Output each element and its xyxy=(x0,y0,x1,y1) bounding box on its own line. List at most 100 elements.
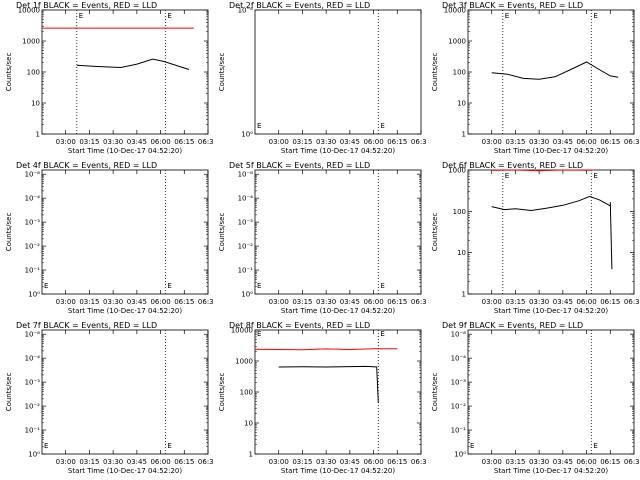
y-tick-label: 10⁻² xyxy=(25,243,41,251)
plot-frame xyxy=(41,169,209,295)
x-tick-label: 03:45 xyxy=(340,138,360,146)
series-events-line xyxy=(491,195,613,270)
x-tick-label: 03:45 xyxy=(553,298,573,306)
time-marker-label: E xyxy=(167,12,171,20)
x-tick-label: 06:30 xyxy=(624,298,639,306)
y-axis-label: Counts/sec xyxy=(5,213,13,252)
time-marker-label: E xyxy=(593,442,597,450)
y-tick-label: 10⁻⁸ xyxy=(238,7,254,15)
y-tick-label: 10⁻³ xyxy=(25,219,41,227)
y-tick-label: 10⁻⁴ xyxy=(451,355,467,363)
panel-2: Det 2f BLACK = Events, RED = LLD 10⁰ 10⁻⁸ 0… xyxy=(218,1,426,155)
x-tick-label: 06:15 xyxy=(174,458,194,466)
x-tick-label: 06:00 xyxy=(576,298,596,306)
plot-frame xyxy=(254,9,422,135)
time-marker-label: E xyxy=(257,330,261,338)
x-tick-label: 06:15 xyxy=(387,138,407,146)
x-tick-label: 06:00 xyxy=(363,298,383,306)
y-tick-label: 10⁰ xyxy=(28,291,40,299)
x-tick-label: 03:30 xyxy=(529,138,549,146)
panel-1: Det 1f BLACK = Events, RED = LLD 1 10 100 10… xyxy=(5,1,213,155)
y-tick-label: 10⁻¹ xyxy=(238,267,254,275)
x-tick-label: 06:00 xyxy=(150,458,170,466)
y-axis-label: Counts/sec xyxy=(5,373,13,412)
x-tick-label: 03:45 xyxy=(127,298,147,306)
x-tick-label: 03:30 xyxy=(316,458,336,466)
x-axis-label: Start Time (10-Dec-17 04:52:20) xyxy=(281,307,395,315)
x-tick-label: 06:30 xyxy=(198,458,213,466)
y-tick-label: 10⁰ xyxy=(241,291,253,299)
x-tick-label: 03:15 xyxy=(79,138,99,146)
x-axis-label: Start Time (10-Dec-17 04:52:20) xyxy=(281,147,395,155)
panel-title: Det 2f BLACK = Events, RED = LLD xyxy=(229,1,370,10)
x-tick-label: 03:30 xyxy=(529,458,549,466)
x-tick-label: 06:30 xyxy=(411,458,426,466)
y-tick-label: 10⁻⁸ xyxy=(25,331,41,339)
x-tick-label: 06:30 xyxy=(411,138,426,146)
panel-7: Det 7f BLACK = Events, RED = LLD 10⁰ 10⁻¹ 1… xyxy=(5,321,213,475)
y-axis-label: Counts/sec xyxy=(5,53,13,92)
panel-3: Det 3f BLACK = Events, RED = LLD 1 10 100 10… xyxy=(431,1,639,155)
time-marker-label: E xyxy=(380,330,384,338)
x-tick-label: 06:15 xyxy=(600,458,620,466)
x-tick-label: 06:00 xyxy=(150,138,170,146)
x-tick-label: 03:15 xyxy=(505,298,525,306)
plot-frame xyxy=(467,9,635,135)
y-tick-label: 1 xyxy=(462,291,466,299)
y-tick-label: 10⁻² xyxy=(25,403,41,411)
x-tick-label: 03:15 xyxy=(292,138,312,146)
time-marker-label: E xyxy=(79,12,83,20)
time-marker-label: E xyxy=(257,282,261,290)
x-tick-label: 06:15 xyxy=(174,298,194,306)
x-tick-label: 03:30 xyxy=(316,298,336,306)
x-tick-label: 03:00 xyxy=(482,138,502,146)
x-tick-label: 03:30 xyxy=(529,298,549,306)
x-tick-label: 06:15 xyxy=(387,298,407,306)
y-tick-label: 10000 xyxy=(18,7,40,15)
x-tick-label: 03:15 xyxy=(505,138,525,146)
y-tick-label: 10⁰ xyxy=(454,451,466,459)
y-axis-label: Counts/sec xyxy=(431,213,439,252)
y-tick-label: 10 xyxy=(457,100,466,108)
x-tick-label: 03:15 xyxy=(292,298,312,306)
y-tick-label: 10 xyxy=(244,420,253,428)
x-axis-label: Start Time (10-Dec-17 04:52:20) xyxy=(68,307,182,315)
x-tick-label: 06:00 xyxy=(363,138,383,146)
x-tick-label: 03:30 xyxy=(103,458,123,466)
x-axis-label: Start Time (10-Dec-17 04:52:20) xyxy=(68,147,182,155)
y-tick-label: 10⁻¹ xyxy=(25,427,41,435)
y-tick-label: 100 xyxy=(453,208,466,216)
y-tick-label: 10⁻¹ xyxy=(25,267,41,275)
plot-frame xyxy=(467,169,635,295)
time-marker-label: E xyxy=(167,282,171,290)
y-tick-label: 10⁻¹ xyxy=(451,427,467,435)
x-tick-label: 06:15 xyxy=(600,138,620,146)
y-tick-label: 100 xyxy=(240,389,253,397)
series-events-line xyxy=(76,58,190,70)
panel-title: Det 6f BLACK = Events, RED = LLD xyxy=(442,161,583,170)
x-tick-label: 03:45 xyxy=(553,458,573,466)
panel-4: Det 4f BLACK = Events, RED = LLD 10⁰ 10⁻¹ 1… xyxy=(5,161,213,315)
x-tick-label: 03:00 xyxy=(56,458,76,466)
x-tick-label: 06:30 xyxy=(624,138,639,146)
y-tick-label: 1000 xyxy=(235,358,253,366)
y-tick-label: 10⁻⁸ xyxy=(451,331,467,339)
time-marker-label: E xyxy=(380,122,384,130)
x-tick-label: 03:00 xyxy=(482,458,502,466)
x-axis-label: Start Time (10-Dec-17 04:52:20) xyxy=(494,467,608,475)
time-marker-label: E xyxy=(44,282,48,290)
x-tick-label: 06:00 xyxy=(150,298,170,306)
x-axis-label: Start Time (10-Dec-17 04:52:20) xyxy=(68,467,182,475)
y-tick-label: 10⁻² xyxy=(451,403,467,411)
time-marker-label: E xyxy=(505,172,509,180)
x-tick-label: 03:30 xyxy=(103,138,123,146)
panel-8: Det 8f BLACK = Events, RED = LLD 1 10 100 10… xyxy=(218,321,426,475)
y-tick-label: 1000 xyxy=(448,38,466,46)
x-tick-label: 03:45 xyxy=(340,458,360,466)
time-marker-label: E xyxy=(593,12,597,20)
y-axis-label: Counts/sec xyxy=(218,213,226,252)
panel-title: Det 7f BLACK = Events, RED = LLD xyxy=(16,321,157,330)
x-tick-label: 03:45 xyxy=(553,138,573,146)
y-tick-label: 1000 xyxy=(448,167,466,175)
